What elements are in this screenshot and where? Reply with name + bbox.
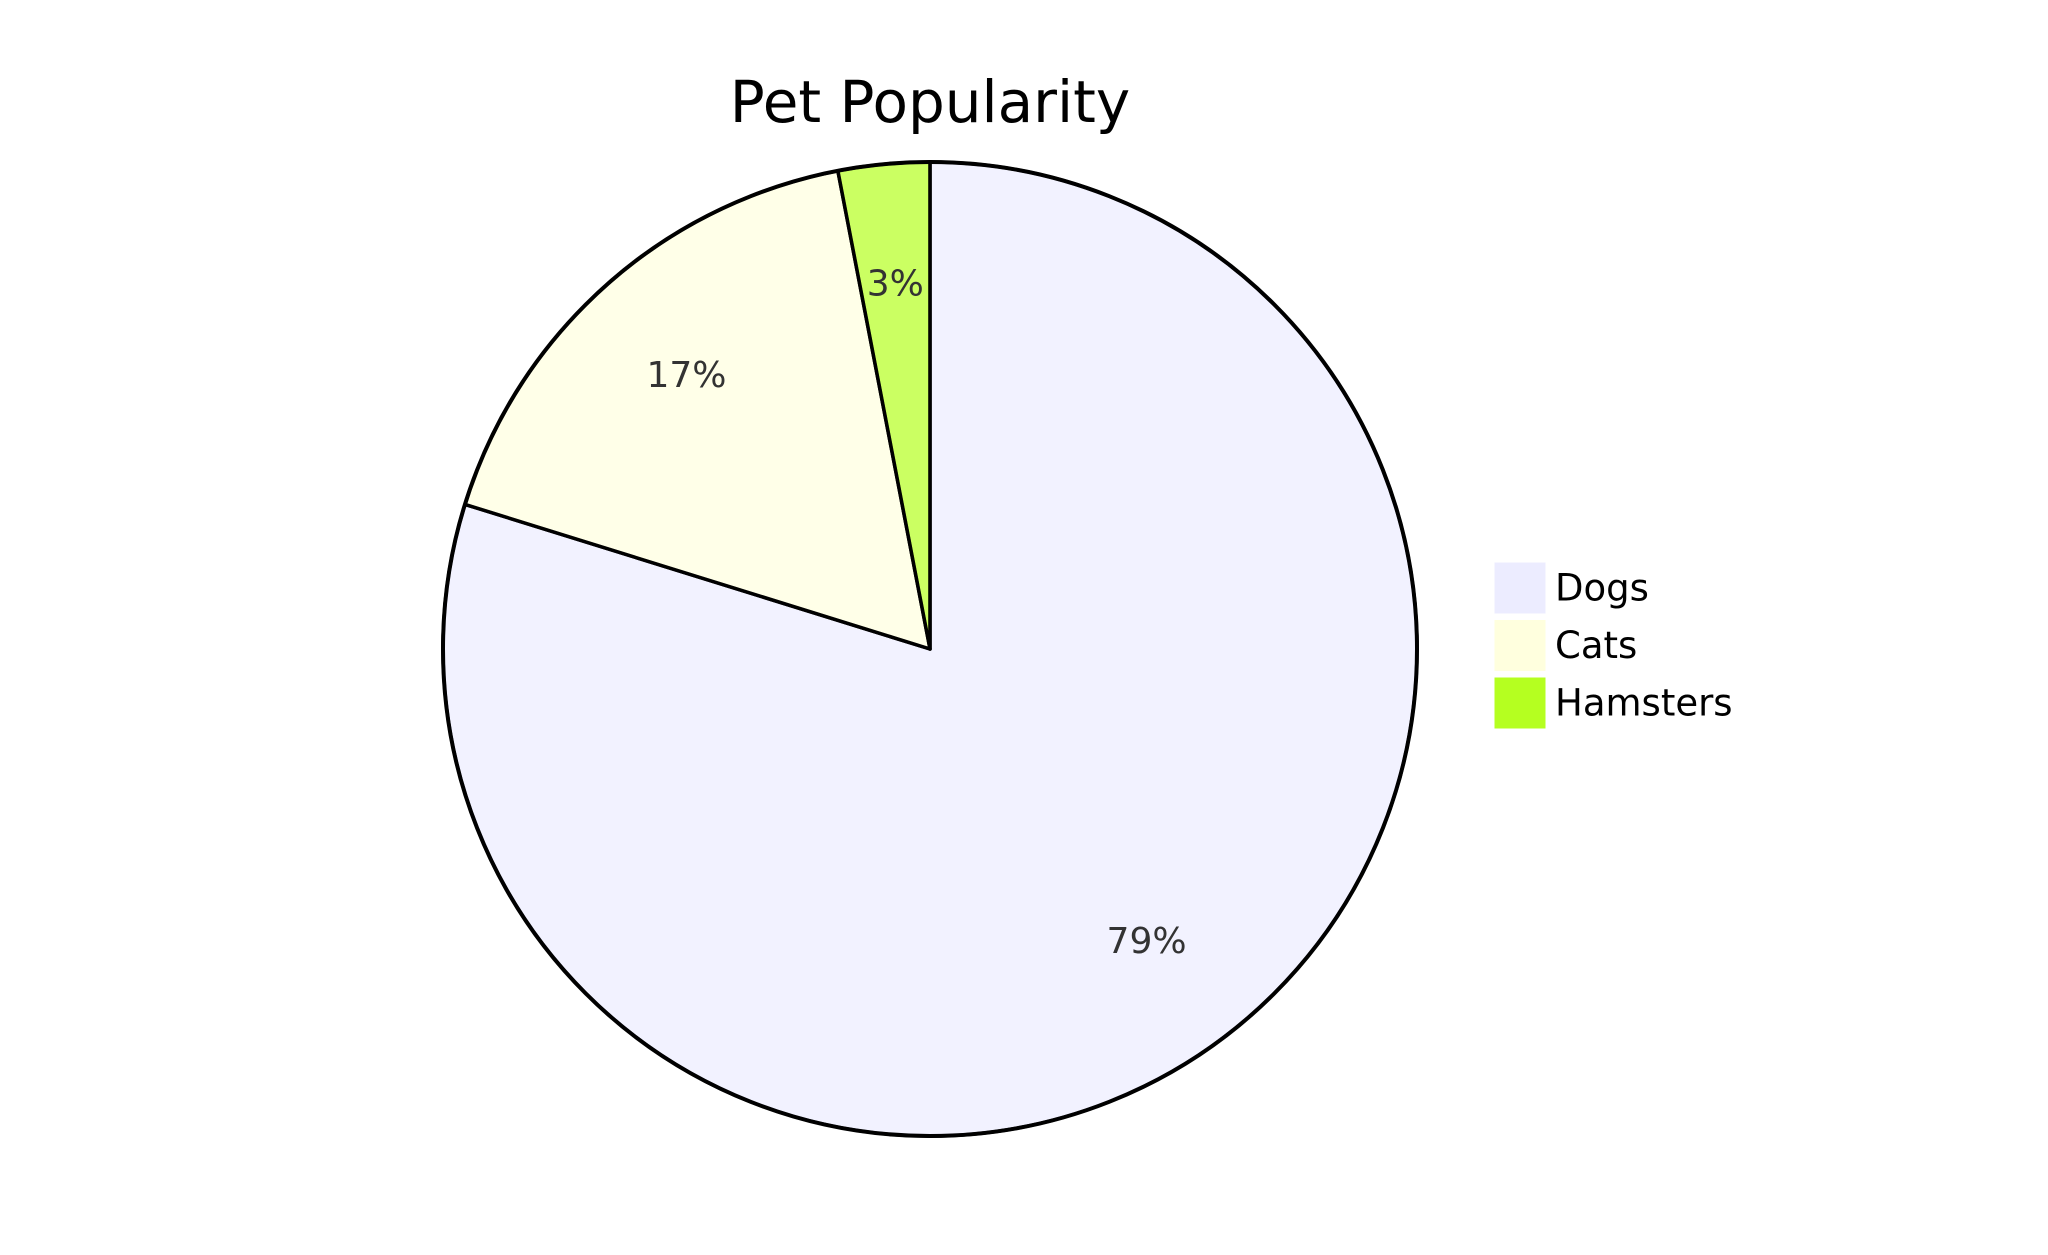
chart-title: Pet Popularity <box>730 68 1130 136</box>
legend-swatch <box>1494 620 1546 671</box>
slice-label: 79% <box>1107 921 1187 962</box>
legend-label: Dogs <box>1555 567 1649 610</box>
slice-label: 3% <box>867 263 924 304</box>
slice-label: 17% <box>646 355 726 396</box>
legend-label: Hamsters <box>1555 682 1733 725</box>
legend-label: Cats <box>1555 624 1637 667</box>
legend-swatch <box>1494 677 1546 729</box>
legend-swatch <box>1494 562 1546 614</box>
pie-outline <box>441 160 1419 1138</box>
